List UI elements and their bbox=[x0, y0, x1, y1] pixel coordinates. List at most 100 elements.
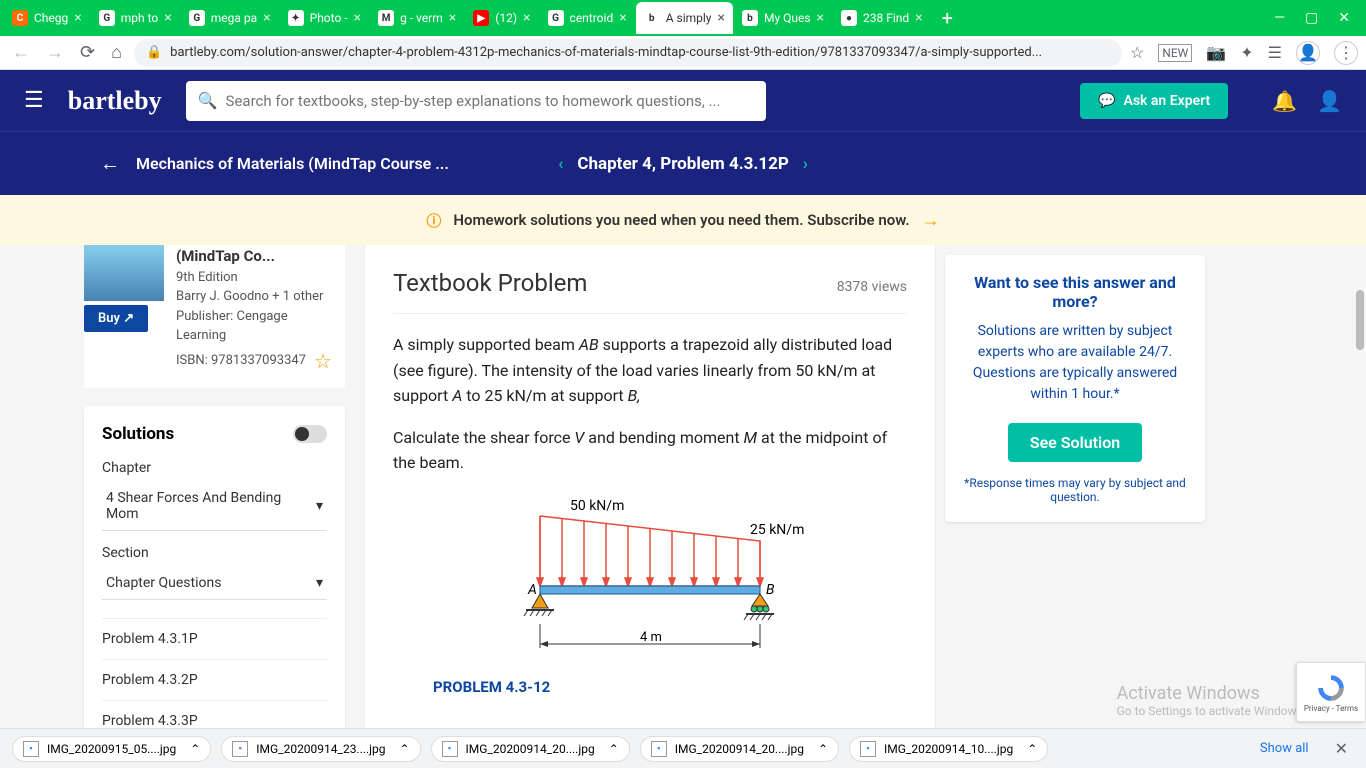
close-window-button[interactable]: ✕ bbox=[1338, 10, 1350, 26]
minimize-button[interactable]: — bbox=[1274, 10, 1285, 26]
chevron-up-icon[interactable]: ⌃ bbox=[399, 742, 409, 756]
tab-title: mega pa bbox=[211, 11, 257, 25]
tab-title: mph to bbox=[121, 11, 159, 25]
browser-tab[interactable]: Gcentroid× bbox=[540, 2, 635, 34]
download-item[interactable]: ▪IMG_20200914_20....jpg⌃ bbox=[431, 736, 630, 762]
url-text: bartleby.com/solution-answer/chapter-4-p… bbox=[170, 45, 1042, 60]
cta-text: Solutions are written by subject experts… bbox=[963, 321, 1187, 405]
solutions-panel: Solutions Chapter 4 Shear Forces And Ben… bbox=[84, 406, 345, 729]
browser-tab[interactable]: bA simply× bbox=[636, 2, 733, 34]
download-item[interactable]: ▪IMG_20200914_23....jpg⌃ bbox=[221, 736, 420, 762]
site-logo[interactable]: bartleby bbox=[68, 86, 162, 116]
notifications-icon[interactable]: 🔔 bbox=[1272, 89, 1297, 113]
menu-icon[interactable]: ⋮ bbox=[1334, 41, 1358, 65]
profile-icon[interactable]: 👤 bbox=[1296, 41, 1320, 65]
tab-favicon: G bbox=[189, 10, 205, 26]
tab-favicon: C bbox=[12, 10, 28, 26]
view-count: 8378 views bbox=[837, 279, 907, 295]
home-button[interactable]: ⌂ bbox=[107, 38, 126, 67]
translate-icon[interactable]: NEW bbox=[1158, 44, 1192, 62]
browser-tab[interactable]: Gmph to × bbox=[91, 2, 180, 34]
chevron-up-icon[interactable]: ⌃ bbox=[1027, 742, 1037, 756]
browser-tab[interactable]: Gmega pa × bbox=[181, 2, 279, 34]
favorite-star-icon[interactable]: ☆ bbox=[314, 346, 332, 376]
tab-close-icon[interactable]: × bbox=[449, 10, 456, 26]
book-title: (MindTap Co... bbox=[176, 245, 333, 268]
extensions-icon[interactable]: ✦ bbox=[1240, 43, 1253, 62]
search-icon: 🔍 bbox=[198, 91, 218, 110]
back-arrow-icon[interactable]: ← bbox=[100, 151, 120, 176]
problem-list-item[interactable]: Problem 4.3.2P bbox=[102, 659, 327, 700]
maximize-button[interactable]: ▢ bbox=[1305, 10, 1318, 26]
browser-tab[interactable]: CChegg× bbox=[4, 2, 90, 34]
tab-close-icon[interactable]: × bbox=[717, 10, 724, 26]
chevron-up-icon[interactable]: ⌃ bbox=[609, 742, 619, 756]
download-item[interactable]: ▪IMG_20200914_10....jpg⌃ bbox=[849, 736, 1048, 762]
browser-tab[interactable]: bMy Ques× bbox=[734, 2, 832, 34]
tab-close-icon[interactable]: × bbox=[263, 10, 270, 26]
solutions-toggle[interactable] bbox=[293, 425, 327, 443]
tab-close-icon[interactable]: × bbox=[915, 10, 922, 26]
section-select[interactable]: Chapter Questions ▾ bbox=[102, 567, 327, 600]
account-icon[interactable]: 👤 bbox=[1317, 89, 1342, 113]
download-filename: IMG_20200915_05....jpg bbox=[47, 742, 176, 756]
problem-list-item[interactable]: Problem 4.3.3P bbox=[102, 700, 327, 729]
download-filename: IMG_20200914_20....jpg bbox=[675, 742, 804, 756]
download-filename: IMG_20200914_20....jpg bbox=[466, 742, 595, 756]
close-download-bar[interactable]: ✕ bbox=[1329, 739, 1354, 758]
problem-list-item[interactable]: Problem 4.3.1P bbox=[102, 618, 327, 659]
ask-expert-button[interactable]: 💬 Ask an Expert bbox=[1080, 83, 1228, 119]
tab-title: centroid bbox=[570, 11, 614, 25]
tab-close-icon[interactable]: × bbox=[817, 10, 824, 26]
see-solution-button[interactable]: See Solution bbox=[1008, 423, 1142, 462]
tab-close-icon[interactable]: × bbox=[619, 10, 626, 26]
next-problem-button[interactable]: › bbox=[803, 154, 808, 174]
book-isbn: ISBN: 9781337093347 bbox=[176, 351, 306, 371]
arrow-right-icon: → bbox=[922, 210, 940, 231]
search-input[interactable] bbox=[226, 92, 754, 110]
chevron-up-icon[interactable]: ⌃ bbox=[818, 742, 828, 756]
tab-close-icon[interactable]: × bbox=[164, 10, 171, 26]
tab-close-icon[interactable]: × bbox=[74, 10, 81, 26]
load-right-label: 25 kN/m bbox=[750, 522, 804, 538]
browser-tab[interactable]: ✦Photo -× bbox=[280, 2, 369, 34]
search-box[interactable]: 🔍 bbox=[186, 81, 766, 121]
buy-button[interactable]: Buy ↗ bbox=[84, 305, 148, 332]
tab-close-icon[interactable]: × bbox=[354, 10, 361, 26]
tab-favicon: M bbox=[378, 10, 394, 26]
back-button[interactable]: ← bbox=[8, 38, 34, 67]
chapter-select[interactable]: 4 Shear Forces And Bending Mom ▾ bbox=[102, 482, 327, 531]
tab-favicon: b bbox=[742, 10, 758, 26]
camera-icon[interactable]: 📷 bbox=[1206, 43, 1226, 62]
download-item[interactable]: ▪IMG_20200914_20....jpg⌃ bbox=[640, 736, 839, 762]
forward-button[interactable]: → bbox=[42, 38, 68, 67]
reading-list-icon[interactable]: ☰ bbox=[1268, 43, 1282, 62]
scrollbar[interactable] bbox=[1356, 290, 1364, 350]
tab-favicon: G bbox=[99, 10, 115, 26]
problem-navigator: ‹ Chapter 4, Problem 4.3.12P › bbox=[558, 154, 808, 174]
book-authors: Barry J. Goodno + 1 other bbox=[176, 287, 333, 307]
address-bar[interactable]: 🔒 bartleby.com/solution-answer/chapter-4… bbox=[134, 39, 1122, 67]
hamburger-icon[interactable]: ☰ bbox=[24, 88, 44, 113]
cta-title: Want to see this answer and more? bbox=[963, 273, 1187, 311]
chevron-down-icon: ▾ bbox=[316, 498, 323, 514]
breadcrumb-nav: ← Mechanics of Materials (MindTap Course… bbox=[0, 131, 1366, 195]
current-problem: Chapter 4, Problem 4.3.12P bbox=[577, 154, 788, 174]
prev-problem-button[interactable]: ‹ bbox=[558, 154, 563, 174]
download-item[interactable]: ▪IMG_20200915_05....jpg⌃ bbox=[12, 736, 211, 762]
recaptcha-badge[interactable]: Privacy - Terms bbox=[1296, 662, 1366, 722]
browser-tab[interactable]: ▶(12)× bbox=[465, 2, 538, 34]
cta-note: *Response times may vary by subject and … bbox=[963, 476, 1187, 504]
new-tab-button[interactable]: + bbox=[932, 6, 963, 30]
course-title[interactable]: Mechanics of Materials (MindTap Course .… bbox=[136, 154, 449, 173]
download-filename: IMG_20200914_23....jpg bbox=[256, 742, 385, 756]
star-icon[interactable]: ☆ bbox=[1130, 43, 1144, 62]
reload-button[interactable]: ⟳ bbox=[76, 38, 99, 67]
show-all-downloads[interactable]: Show all bbox=[1250, 735, 1319, 762]
chevron-up-icon[interactable]: ⌃ bbox=[190, 742, 200, 756]
browser-tab[interactable]: ●238 Find× bbox=[833, 2, 931, 34]
tab-close-icon[interactable]: × bbox=[523, 10, 530, 26]
promo-banner[interactable]: ⓘ Homework solutions you need when you n… bbox=[0, 195, 1366, 245]
window-controls: — ▢ ✕ bbox=[1262, 10, 1362, 26]
browser-tab[interactable]: Mg - verm× bbox=[370, 2, 464, 34]
